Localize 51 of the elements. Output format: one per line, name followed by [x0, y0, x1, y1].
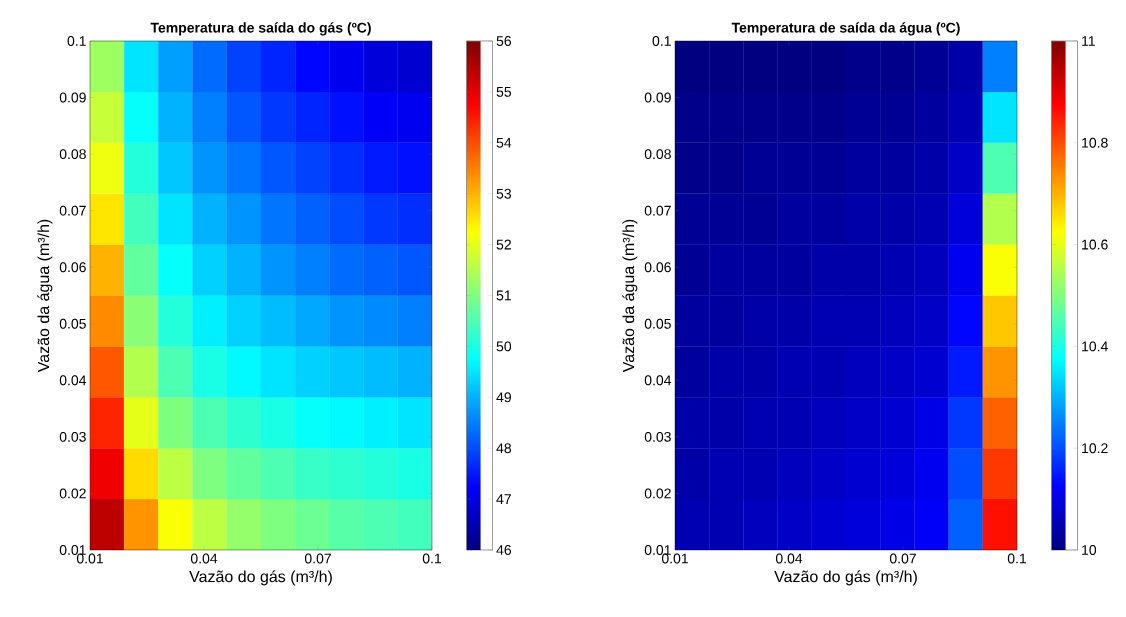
y-tick-label: 0.02 [59, 488, 86, 499]
color-bar-label: 10 [1082, 545, 1097, 555]
y-tick-label: 0.03 [59, 431, 86, 442]
y-tick-label: 0.06 [59, 262, 86, 273]
x-axis-title: Vazão do gás (m³/h) [774, 570, 917, 586]
color-bar-label: 55 [496, 87, 512, 97]
y-tick-label: 0.08 [59, 149, 86, 160]
color-bar-label: 50 [496, 341, 512, 352]
chart-title: Temperatura de saída do gás (ºC) [150, 22, 371, 36]
x-axis-title: Vazão do gás (m³/h) [189, 570, 332, 586]
color-bar-label: 51 [496, 290, 511, 301]
y-tick-label: 0.05 [59, 318, 86, 329]
x-tick-label: 0.01 [661, 553, 688, 564]
x-tick-label: 0.1 [422, 553, 442, 564]
y-tick-label: 0.03 [644, 431, 671, 442]
y-tick-label: 0.1 [652, 36, 671, 46]
color-bar-label: 10.6 [1082, 239, 1108, 250]
color-bar-label: 56 [496, 36, 512, 46]
y-tick-label: 0.06 [644, 262, 671, 273]
color-bar-label: 10.4 [1082, 341, 1108, 352]
x-tick-label: 0.04 [775, 553, 803, 564]
y-tick-label: 0.07 [59, 205, 86, 216]
color-bar-label: 47 [496, 494, 511, 504]
color-bar-label: 48 [496, 443, 512, 454]
chart-title: Temperatura de saída da água (ºC) [731, 22, 960, 36]
color-bar-label: 54 [496, 137, 512, 148]
y-tick-label: 0.09 [59, 92, 86, 103]
color-bar-label: 11 [1082, 36, 1095, 46]
y-tick-label: 0.07 [644, 205, 671, 216]
x-tick-label: 0.04 [190, 553, 218, 564]
x-tick-label: 0.07 [304, 553, 331, 564]
x-tick-label: 0.1 [1007, 553, 1027, 564]
color-bar-label: 10.8 [1082, 137, 1108, 148]
y-tick-label: 0.02 [644, 488, 671, 499]
color-bar-label: 10.2 [1082, 443, 1108, 454]
y-tick-label: 0.09 [644, 92, 671, 103]
y-tick-label: 0.1 [67, 36, 86, 46]
y-tick-label: 0.04 [59, 375, 87, 386]
color-bar-label: 53 [496, 188, 512, 199]
y-tick-label: 0.01 [59, 545, 86, 555]
x-tick-label: 0.07 [889, 553, 916, 564]
x-tick-label: 0.01 [76, 553, 103, 564]
y-tick-label: 0.08 [644, 149, 671, 160]
y-axis-title: Vazão da água (m³/h) [37, 219, 53, 373]
color-bar-label: 52 [496, 239, 511, 250]
y-axis-title: Vazão da água (m³/h) [622, 219, 638, 373]
y-tick-label: 0.01 [644, 545, 671, 555]
y-tick-label: 0.05 [644, 318, 671, 329]
color-bar-label: 46 [496, 545, 512, 555]
y-tick-label: 0.04 [644, 375, 672, 386]
color-bar-label: 49 [496, 392, 511, 403]
